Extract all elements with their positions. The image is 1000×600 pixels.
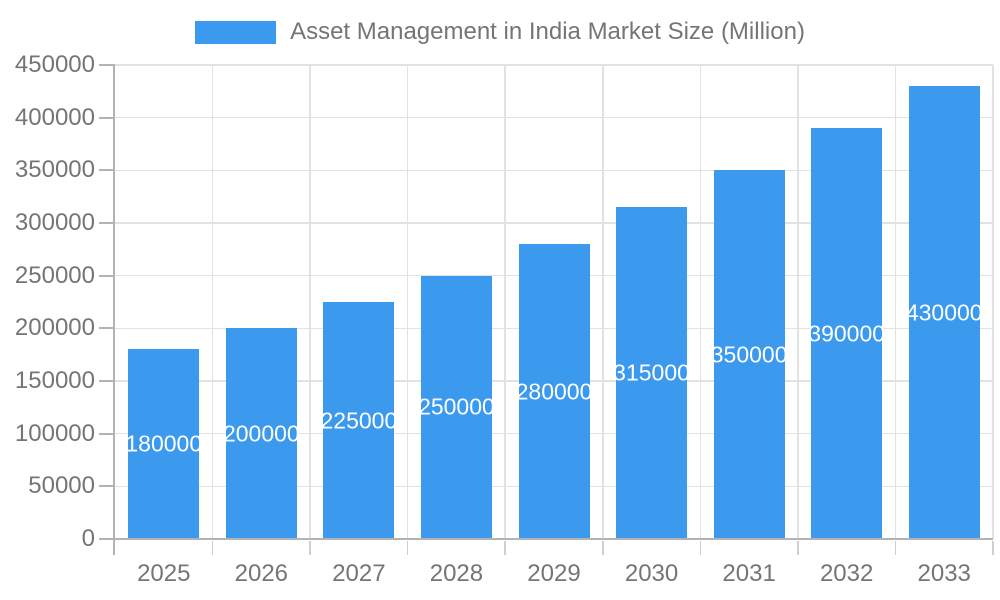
y-tick-label-100000: 100000 <box>14 419 95 447</box>
bar-value-label-2028: 250000 <box>418 393 495 420</box>
y-tick-label-450000: 450000 <box>14 51 95 78</box>
y-tick-0 <box>99 538 115 540</box>
bar-value-label-2033: 430000 <box>905 299 983 326</box>
bar-2025[interactable]: 180000 <box>125 349 203 539</box>
y-gridline-350000 <box>115 169 993 172</box>
y-tick-label-200000: 200000 <box>14 314 95 342</box>
bar-value-label-2027: 225000 <box>320 407 398 433</box>
x-gridline-2 <box>309 65 311 539</box>
bar-value-label-2031: 350000 <box>710 341 788 368</box>
bar-2029[interactable]: 280000 <box>515 244 593 539</box>
x-tick-7 <box>797 541 799 555</box>
x-tick-label-2033: 2033 <box>917 560 971 587</box>
bar-2031[interactable]: 350000 <box>710 170 788 539</box>
y-tick-label-400000: 400000 <box>14 103 95 131</box>
y-tick-label-300000: 300000 <box>14 209 95 236</box>
chart-legend: Asset Management in India Market Size (M… <box>0 19 1000 45</box>
y-tick-250000 <box>99 274 115 277</box>
y-tick-200000 <box>99 327 115 330</box>
x-tick-label-2027: 2027 <box>332 560 386 587</box>
x-tick-label-2032: 2032 <box>819 560 874 587</box>
x-gridline-1 <box>211 65 214 539</box>
bar-2026[interactable]: 200000 <box>222 328 300 539</box>
y-tick-450000 <box>99 64 115 66</box>
bar-value-label-2029: 280000 <box>515 378 593 405</box>
y-tick-350000 <box>99 169 115 172</box>
x-tick-3 <box>406 541 409 555</box>
legend-swatch <box>195 20 277 44</box>
bar-value-label-2032: 390000 <box>808 320 886 347</box>
x-tick-label-2025: 2025 <box>137 560 191 587</box>
legend-label: Asset Management in India Market Size (M… <box>290 18 805 45</box>
y-tick-300000 <box>99 222 115 224</box>
y-tick-100000 <box>99 432 115 435</box>
bar-2033[interactable]: 430000 <box>905 86 983 539</box>
x-tick-5 <box>602 541 604 555</box>
y-gridline-400000 <box>115 116 993 119</box>
bar-2030[interactable]: 315000 <box>613 207 690 539</box>
x-tick-4 <box>504 541 506 555</box>
x-tick-1 <box>211 541 214 555</box>
x-gridline-8 <box>894 65 897 539</box>
x-gridline-9 <box>992 65 994 539</box>
x-tick-8 <box>894 541 897 555</box>
bar-value-label-2026: 200000 <box>222 420 300 447</box>
x-gridline-6 <box>699 65 702 539</box>
x-tick-label-2031: 2031 <box>722 560 776 587</box>
y-tick-label-0: 0 <box>81 525 95 552</box>
y-tick-label-150000: 150000 <box>14 367 95 394</box>
x-tick-label-2030: 2030 <box>624 560 679 587</box>
y-tick-label-350000: 350000 <box>14 156 95 184</box>
y-axis-line <box>113 65 115 555</box>
bar-2028[interactable]: 250000 <box>418 275 495 539</box>
bar-2032[interactable]: 390000 <box>808 128 886 539</box>
x-tick-label-2029: 2029 <box>527 560 581 587</box>
bar-value-label-2025: 180000 <box>125 430 203 457</box>
y-tick-50000 <box>99 485 115 488</box>
y-tick-150000 <box>99 380 115 382</box>
bar-value-label-2030: 315000 <box>613 359 690 386</box>
x-gridline-5 <box>602 65 604 539</box>
bar-2027[interactable]: 225000 <box>321 302 397 539</box>
x-gridline-7 <box>797 65 799 539</box>
x-tick-label-2026: 2026 <box>234 560 289 587</box>
x-tick-9 <box>992 541 994 555</box>
y-tick-label-250000: 250000 <box>14 261 95 289</box>
plot-area: 0 50000 100000 150000 200000 250000 300000 3500… <box>15 51 994 587</box>
y-gridline-300000 <box>115 222 993 224</box>
x-tick-6 <box>699 541 702 555</box>
x-gridline-4 <box>504 65 506 539</box>
x-tick-2 <box>309 541 311 555</box>
y-tick-400000 <box>99 116 115 119</box>
x-tick-label-2028: 2028 <box>429 560 484 587</box>
y-gridline-450000 <box>115 64 993 66</box>
x-axis-line <box>113 538 993 540</box>
x-gridline-3 <box>406 65 409 539</box>
y-tick-label-50000: 50000 <box>28 472 95 500</box>
